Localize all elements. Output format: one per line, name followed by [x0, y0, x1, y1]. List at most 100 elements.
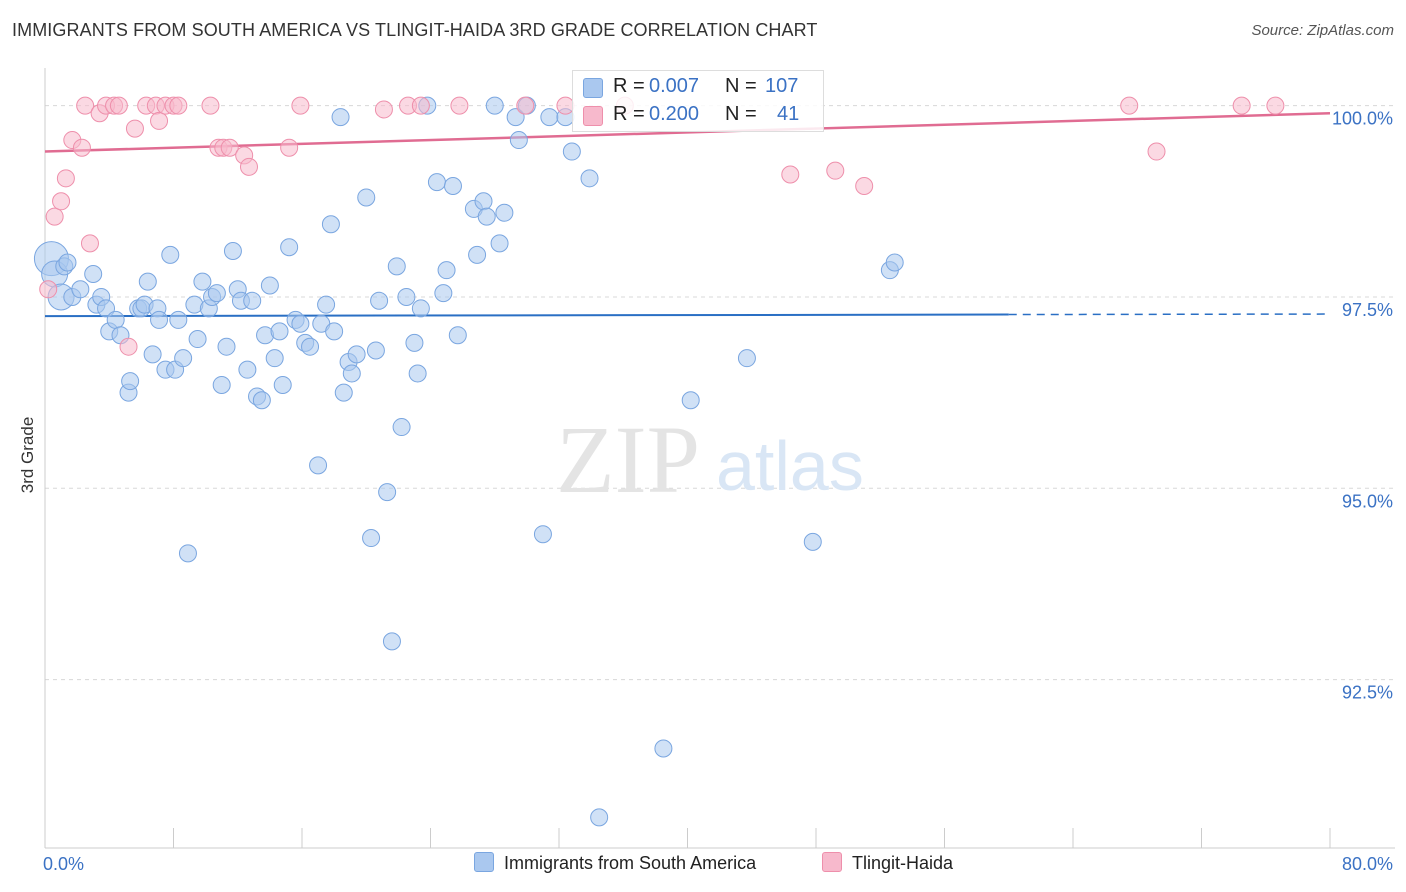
pink-point — [781, 165, 800, 184]
blue-point — [188, 330, 207, 349]
blue-point — [161, 245, 180, 264]
blue-point — [169, 310, 188, 329]
blue-point — [334, 383, 353, 402]
blue-point — [106, 310, 125, 329]
pink-point — [125, 119, 144, 138]
blue-point — [291, 314, 310, 333]
pink-point — [109, 96, 128, 115]
blue-point — [260, 276, 279, 295]
blue-point — [301, 337, 320, 356]
pink-point — [516, 96, 535, 115]
blue-point — [378, 483, 397, 502]
pink-point — [450, 96, 469, 115]
legend-label-tlingit: Tlingit-Haida — [852, 853, 954, 873]
blue-point — [490, 234, 509, 253]
blue-point — [485, 96, 504, 115]
blue-point — [434, 284, 453, 303]
blue-point — [217, 337, 236, 356]
pink-point — [72, 138, 91, 157]
blue-point — [474, 192, 493, 211]
data-points — [33, 96, 1285, 827]
pink-point — [1147, 142, 1166, 161]
blue-trend-line — [44, 313, 1009, 318]
blue-point — [58, 253, 77, 272]
n-label: N = — [725, 75, 757, 97]
blue-point — [138, 272, 157, 291]
blue-point — [411, 299, 430, 318]
blue-point — [362, 529, 381, 548]
blue-trend-extension — [1008, 313, 1331, 316]
blue-swatch — [583, 78, 603, 98]
blue-point — [325, 322, 344, 341]
r-label: R = — [613, 75, 645, 97]
blue-point — [342, 364, 361, 383]
legend-row-blue: R = 0.007 N = 107 — [573, 73, 823, 101]
blue-point — [252, 391, 271, 410]
pink-swatch — [583, 106, 603, 126]
pink-point — [52, 192, 71, 211]
pink-point — [76, 96, 95, 115]
blue-point — [681, 391, 700, 410]
tick-labels: 92.5% 95.0% 97.5% 100.0% 0.0% 80.0% — [43, 109, 1393, 874]
blue-point — [405, 333, 424, 352]
blue-point — [654, 739, 673, 758]
pink-point — [39, 280, 58, 299]
pink-point — [1232, 96, 1251, 115]
blue-point — [506, 108, 525, 127]
blue-point — [280, 238, 299, 257]
blue-point — [427, 173, 446, 192]
pink-point — [169, 96, 188, 115]
blue-point — [437, 261, 456, 280]
pink-point — [150, 111, 169, 130]
legend-item-tlingit: Tlingit-Haida — [822, 852, 953, 874]
blue-point — [408, 364, 427, 383]
r-label: R = — [613, 103, 645, 125]
legend-item-immigrants: Immigrants from South America — [474, 852, 756, 874]
pink-point — [80, 234, 99, 253]
blue-point — [477, 207, 496, 226]
pink-point — [201, 96, 220, 115]
pink-point — [119, 337, 138, 356]
grid-lines — [45, 105, 1395, 681]
blue-point — [150, 310, 169, 329]
stats-legend: R = 0.007 N = 107 R = 0.200 N = 41 — [572, 70, 824, 132]
blue-swatch — [474, 852, 494, 872]
blue-point — [223, 242, 242, 261]
blue-point — [174, 349, 193, 368]
blue-point — [737, 349, 756, 368]
blue-point — [309, 456, 328, 475]
blue-point — [540, 108, 559, 127]
blue-point — [590, 808, 609, 827]
blue-point — [562, 142, 581, 161]
blue-point — [509, 131, 528, 150]
blue-point — [347, 345, 366, 364]
blue-point — [265, 349, 284, 368]
blue-point — [468, 245, 487, 264]
blue-point — [207, 284, 226, 303]
pink-point — [56, 169, 75, 188]
blue-point — [397, 287, 416, 306]
blue-point — [803, 532, 822, 551]
pink-point — [855, 176, 874, 195]
pink-point — [1120, 96, 1139, 115]
source-label: Source: ZipAtlas.com — [1251, 22, 1394, 39]
n-value: 41 — [777, 103, 800, 125]
pink-trend-line — [44, 112, 1331, 153]
blue-point — [366, 341, 385, 360]
blue-point — [121, 372, 140, 391]
blue-point — [97, 299, 116, 318]
legend-label-immigrants: Immigrants from South America — [504, 853, 757, 873]
blue-point — [143, 345, 162, 364]
blue-point — [331, 108, 350, 127]
blue-point — [273, 375, 292, 394]
blue-point — [533, 525, 552, 544]
pink-point — [280, 138, 299, 157]
blue-point — [321, 215, 340, 234]
pink-point — [239, 157, 258, 176]
blue-point — [212, 375, 231, 394]
blue-point — [238, 360, 257, 379]
blue-point — [580, 169, 599, 188]
axes — [44, 68, 1395, 849]
blue-point — [387, 257, 406, 276]
